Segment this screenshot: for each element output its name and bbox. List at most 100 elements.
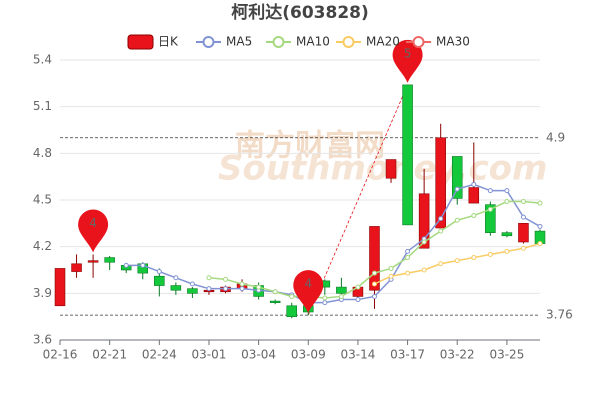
trend-line	[307, 84, 408, 316]
y-tick-label: 4.2	[33, 239, 52, 253]
ma-point	[256, 284, 262, 290]
ma-point	[338, 293, 344, 299]
y-tick-label: 3.9	[33, 286, 52, 300]
candle-body	[501, 232, 513, 237]
candle-body	[451, 156, 463, 199]
y-tick-label: 3.6	[33, 333, 52, 347]
ma-point	[371, 281, 377, 287]
ma-point	[487, 188, 493, 194]
legend-icon	[412, 36, 425, 48]
pin	[392, 39, 423, 83]
chart-title: 柯利达(603828)	[231, 2, 369, 23]
ma-point	[322, 295, 328, 301]
ma-point	[239, 286, 245, 292]
legend-label: 日K	[158, 35, 179, 49]
candle-body	[435, 137, 446, 229]
candle-body	[286, 305, 297, 317]
ma-point	[421, 239, 427, 245]
ma-point	[487, 206, 493, 212]
ma-point	[520, 199, 526, 205]
pin-label: 5	[404, 46, 412, 60]
x-tick-label: 03-22	[440, 348, 475, 362]
ma-line	[126, 183, 541, 304]
candle-body	[402, 84, 413, 226]
legend-icon	[342, 36, 355, 48]
candle-body	[170, 285, 182, 291]
ma-point	[405, 248, 411, 254]
ma-point	[454, 186, 460, 192]
ma-point	[405, 270, 411, 276]
candle-body	[71, 263, 82, 272]
ma-point	[454, 258, 460, 264]
pin	[78, 209, 109, 253]
ma-point	[471, 255, 477, 261]
legend-icon	[202, 36, 215, 48]
ma-point	[504, 188, 510, 194]
pin	[293, 270, 324, 314]
x-tick-label: 03-17	[390, 348, 425, 362]
legend-label: MA30	[436, 35, 470, 49]
x-tick-label: 02-16	[43, 348, 78, 362]
candle-body	[104, 257, 115, 263]
ma-point	[471, 181, 477, 187]
candle-body	[485, 204, 496, 233]
y-tick-label: 4.8	[33, 146, 52, 160]
ma-point	[504, 199, 510, 205]
ma-point	[223, 276, 229, 282]
ma-point	[438, 216, 444, 222]
watermark: Southmoney.com	[218, 149, 547, 189]
legend-label: MA10	[296, 35, 330, 49]
ma-point	[405, 255, 411, 261]
ma-point	[438, 261, 444, 267]
candle-body	[336, 286, 347, 294]
candle-body	[54, 268, 66, 307]
candle-body	[468, 187, 480, 204]
x-tick-label: 03-14	[340, 348, 375, 362]
ma-point	[322, 300, 328, 306]
x-tick-label: 03-01	[192, 348, 227, 362]
pin-marker: 4	[293, 270, 324, 314]
ma-point	[537, 241, 543, 247]
candle-body	[418, 193, 430, 249]
candle-body	[518, 223, 529, 243]
ma-point	[471, 213, 477, 219]
ma-point	[504, 248, 510, 254]
x-tick-label: 02-21	[92, 348, 127, 362]
y-tick-label: 4.5	[33, 193, 52, 207]
pin-marker: 4	[78, 209, 109, 253]
candle-body	[187, 288, 198, 294]
watermark: 南方财富网	[235, 129, 385, 164]
legend-icon	[272, 36, 285, 48]
pin-marker: 5	[392, 39, 423, 83]
ma-point	[272, 289, 278, 295]
legend-icon	[127, 34, 154, 50]
x-tick-label: 03-09	[291, 348, 326, 362]
ma-point	[123, 262, 129, 268]
y-tick-label: 5.4	[33, 53, 52, 67]
ma-point	[355, 284, 361, 290]
ma-point	[388, 265, 394, 271]
pin-label: 4	[89, 216, 97, 230]
x-tick-label: 03-04	[241, 348, 276, 362]
ma-point	[421, 267, 427, 273]
candle-body	[369, 226, 380, 291]
ma-point	[206, 286, 212, 292]
ma-point	[371, 293, 377, 299]
ma-point	[289, 293, 295, 299]
x-tick-label: 02-24	[142, 348, 177, 362]
ma-point	[239, 281, 245, 287]
ma-point	[189, 281, 195, 287]
mark-line-label: 4.9	[546, 130, 565, 144]
mark-line-label: 3.76	[546, 308, 573, 322]
legend-label: MA20	[366, 35, 400, 49]
ma-point	[156, 269, 162, 275]
ma-point	[454, 217, 460, 223]
candle-body	[87, 260, 99, 263]
candle-body	[385, 159, 397, 179]
ma-point	[520, 214, 526, 220]
ma-point	[355, 297, 361, 303]
ma-point	[487, 251, 493, 257]
y-tick-label: 5.1	[33, 99, 52, 113]
x-tick-label: 03-25	[489, 348, 524, 362]
